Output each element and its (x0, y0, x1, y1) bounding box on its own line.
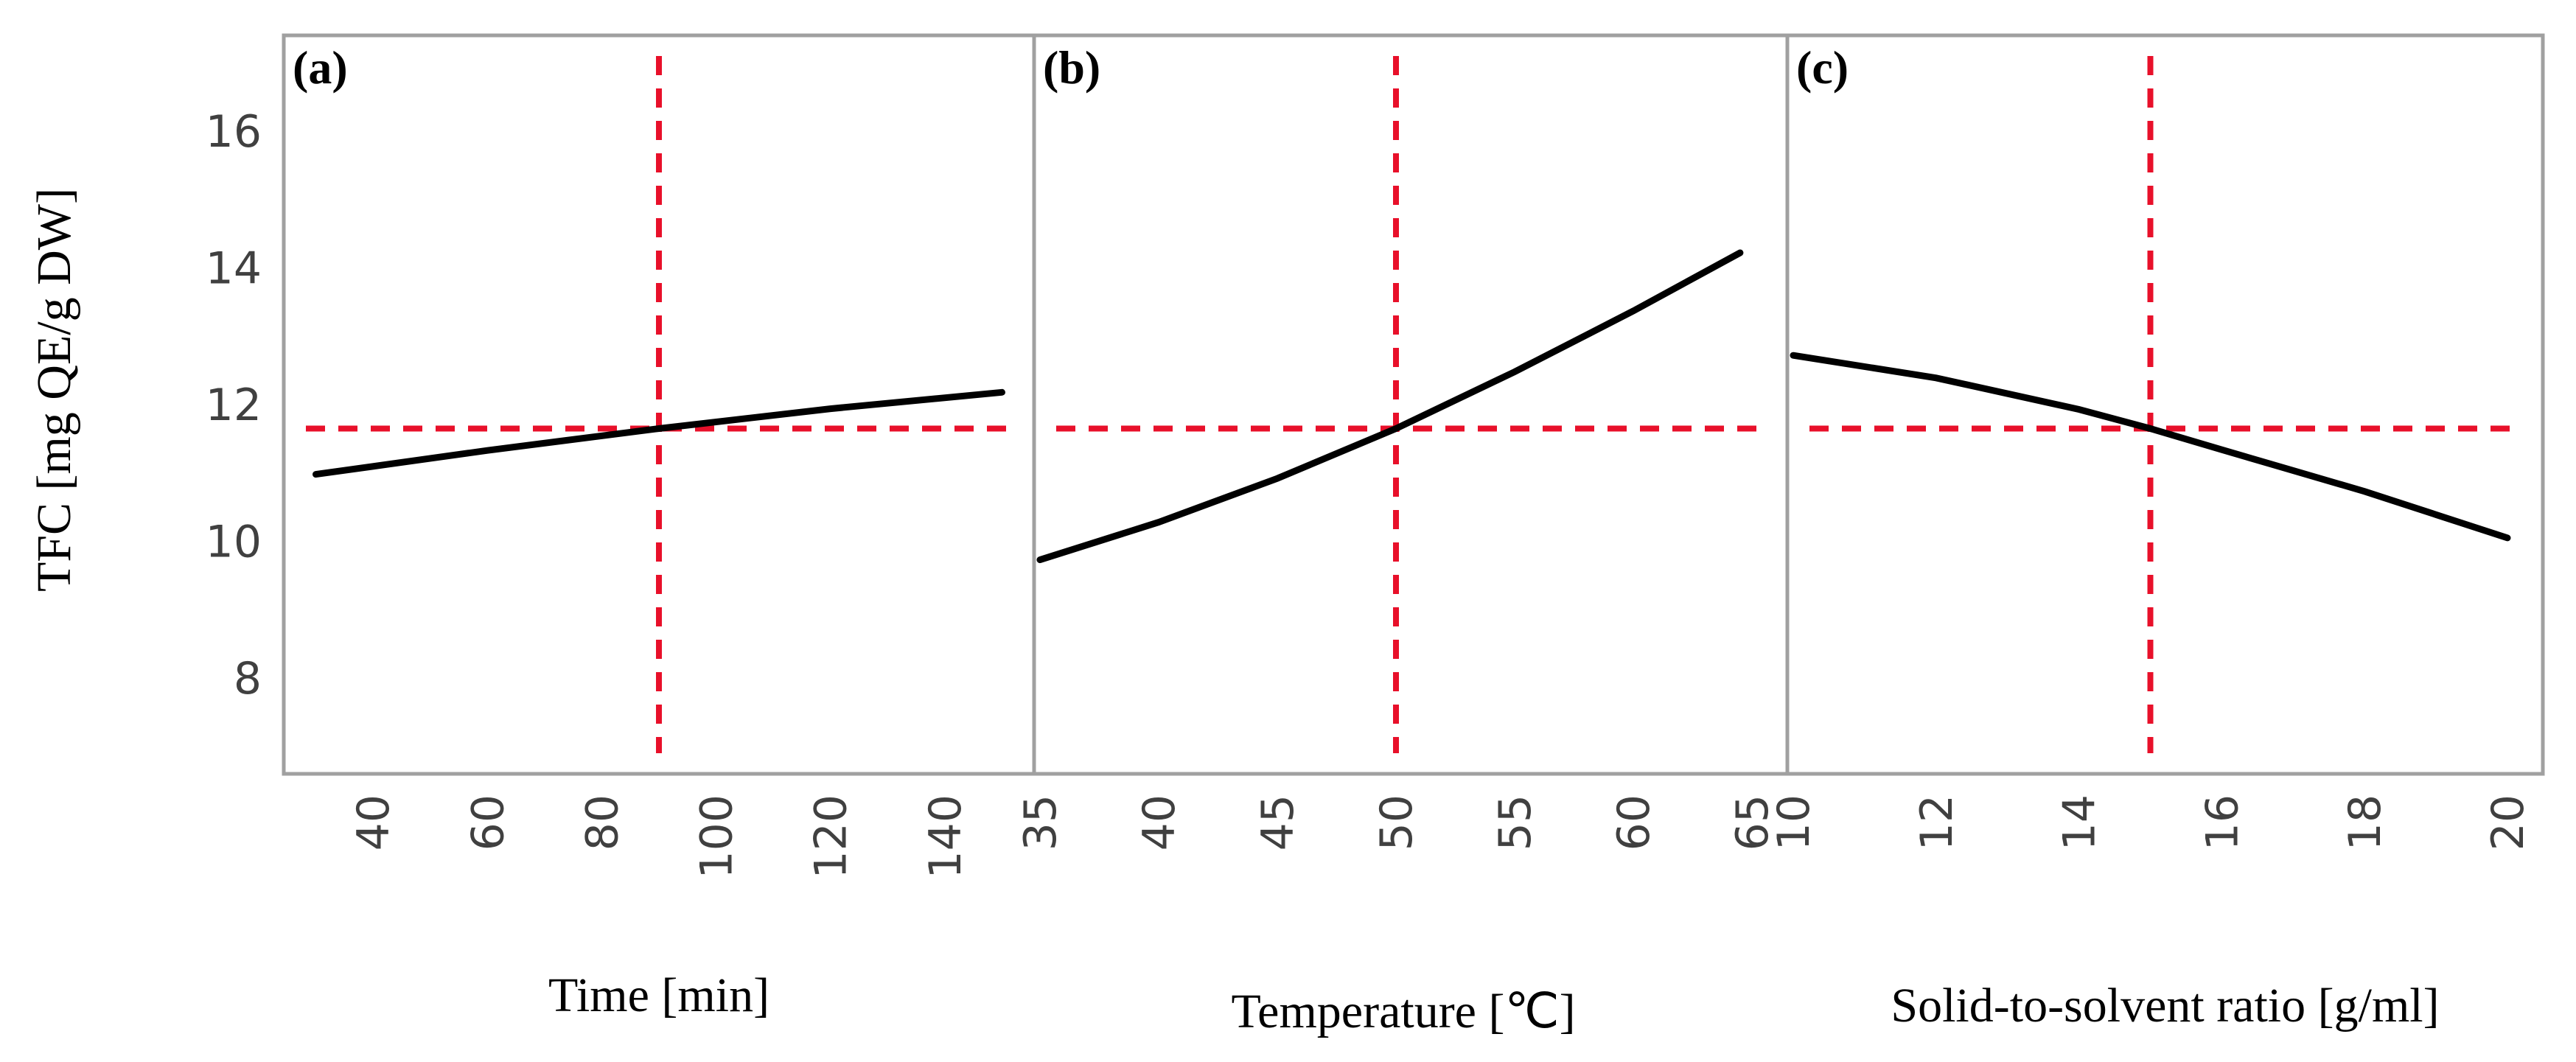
x-tick-label: 55 (1490, 794, 1541, 850)
x-tick-label: 18 (2339, 794, 2391, 850)
x-tick-label: 45 (1252, 794, 1304, 850)
x-tick-label: 40 (348, 794, 399, 850)
x-tick-label: 120 (806, 794, 857, 879)
x-tick-label: 100 (691, 794, 743, 879)
y-tick-label: 12 (206, 380, 262, 431)
y-tick-label: 10 (206, 517, 262, 568)
y-tick-label: 14 (206, 242, 262, 294)
panel-frame-a (282, 33, 1036, 776)
x-tick-label: 50 (1371, 794, 1423, 850)
panel-frame-b (1032, 33, 1790, 776)
x-tick-label: 60 (1608, 794, 1660, 850)
x-tick-label: 35 (1015, 794, 1067, 850)
x-axis-title: Temperature [℃] (1231, 985, 1575, 1038)
series-line (313, 388, 1005, 478)
x-tick-label: 10 (1768, 794, 1820, 850)
x-tick-label: 20 (2482, 794, 2534, 850)
panel-label: (c) (1796, 41, 1849, 94)
y-tick-label: 16 (206, 106, 262, 158)
x-tick-label: 14 (2054, 794, 2106, 850)
panel-frame-c (1785, 33, 2545, 776)
x-tick-label: 12 (1911, 794, 1963, 850)
x-tick-label: 80 (576, 794, 628, 850)
x-axis-title: Time [min] (548, 968, 769, 1022)
x-tick-label: 65 (1727, 794, 1779, 850)
panel-label: (a) (293, 41, 348, 94)
series-line (1790, 352, 2511, 542)
x-tick-label: 60 (462, 794, 514, 850)
x-tick-label: 40 (1134, 794, 1185, 850)
x-tick-label: 140 (920, 794, 971, 879)
x-tick-label: 16 (2196, 794, 2248, 850)
series-line (1036, 249, 1744, 564)
y-axis-title: TFC [mg QE/g DW] (27, 188, 81, 592)
y-tick-label: 8 (234, 653, 262, 705)
x-axis-title: Solid-to-solvent ratio [g/ml] (1891, 979, 2439, 1033)
panel-label: (b) (1043, 41, 1100, 94)
